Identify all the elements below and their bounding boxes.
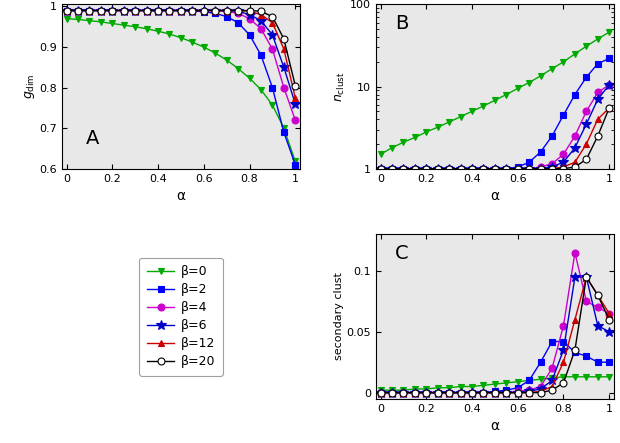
X-axis label: α: α — [490, 189, 500, 203]
Legend: β=0, β=2, β=4, β=6, β=12, β=20: β=0, β=2, β=4, β=6, β=12, β=20 — [140, 257, 223, 376]
Text: C: C — [395, 244, 409, 263]
Text: B: B — [395, 14, 409, 33]
X-axis label: α: α — [176, 189, 185, 203]
Text: A: A — [86, 129, 99, 148]
Y-axis label: secondary clust: secondary clust — [334, 272, 343, 361]
Y-axis label: $n_\mathrm{clust}$: $n_\mathrm{clust}$ — [334, 71, 347, 102]
X-axis label: α: α — [490, 419, 500, 433]
Y-axis label: $g_\mathrm{dim}$: $g_\mathrm{dim}$ — [22, 74, 37, 99]
